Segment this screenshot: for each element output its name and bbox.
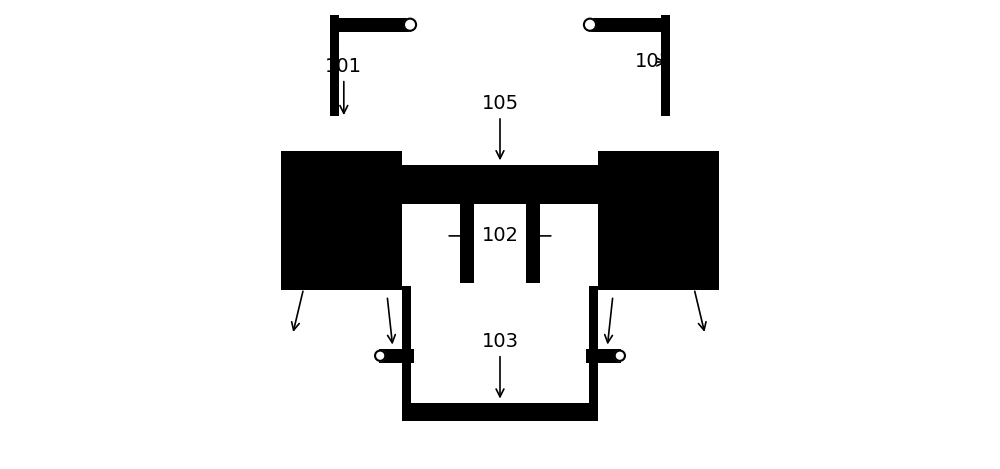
Text: 105: 105 [481,94,519,159]
Bar [330,15,339,116]
Bar [281,151,402,290]
Bar [589,286,598,421]
Bar [598,151,719,290]
Text: 101: 101 [325,57,362,113]
Bar [402,403,598,421]
Bar [460,202,474,283]
Text: 104: 104 [673,267,710,330]
Bar [402,165,598,204]
Bar [589,18,670,32]
Bar [379,349,414,363]
Bar [402,286,411,421]
Text: 101: 101 [367,274,404,343]
Circle shape [584,19,596,31]
Bar [661,15,670,116]
Circle shape [375,351,385,361]
Bar [586,349,621,363]
Text: 102: 102 [482,227,518,245]
Text: 101: 101 [635,53,672,71]
Text: 104: 104 [288,267,325,330]
Bar [526,202,540,283]
Text: 103: 103 [482,332,518,397]
Circle shape [615,351,625,361]
Circle shape [404,19,416,31]
Bar [330,18,411,32]
Text: 101: 101 [596,274,633,343]
